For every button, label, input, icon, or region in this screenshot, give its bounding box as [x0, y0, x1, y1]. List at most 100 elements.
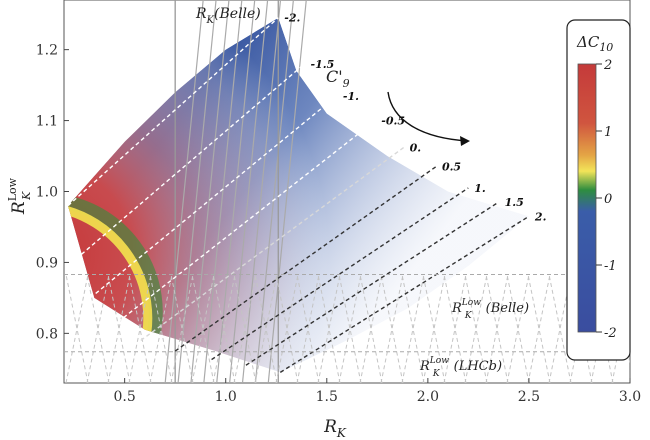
- hatch-line: [401, 274, 425, 383]
- belle-band-line: [254, 0, 294, 383]
- hatch-line: [233, 274, 257, 383]
- y-tick-label: 1.1: [36, 114, 58, 130]
- hatch-line: [464, 274, 488, 383]
- hatch-line: [170, 274, 194, 383]
- hatch-line: [107, 274, 131, 383]
- belle-rk-label: RK(Belle): [195, 6, 261, 26]
- hatch-line: [275, 274, 299, 383]
- x-axis-ticks: 0.5 1.0 1.5 2.0 2.5 3.0: [114, 378, 641, 405]
- y-axis-ticks: 0.8 0.9 1.0 1.1 1.2: [36, 43, 69, 342]
- c9-line-label: 0.: [410, 142, 422, 155]
- colorbar-tick-label: 2: [603, 58, 612, 73]
- belle-band-line: [203, 0, 243, 383]
- hatch-line: [86, 274, 110, 383]
- colorbar-ticks: 2 1 0 -1 -2: [596, 58, 617, 341]
- hatch-line: [633, 274, 650, 383]
- hatch-line: [128, 274, 152, 383]
- hatch-line: [275, 274, 299, 383]
- hatch-line: [506, 274, 530, 383]
- hatch-line: [170, 274, 194, 383]
- hatch-line: [527, 274, 551, 383]
- svg-text:RLowK: RLowK: [6, 177, 33, 215]
- c9-line: [174, 166, 437, 352]
- c9-arrow: [387, 91, 469, 142]
- hatch-line: [359, 274, 383, 383]
- x-tick-label: 3.0: [619, 389, 641, 405]
- c9-line-label: -1.5: [311, 58, 335, 71]
- c9-line: [140, 146, 405, 342]
- x-tick-label: 0.5: [114, 389, 136, 405]
- hatch-line: [128, 274, 152, 383]
- hatch-line: [65, 274, 89, 383]
- c9-line-label: -0.5: [381, 115, 405, 128]
- hatch-line: [401, 274, 425, 383]
- region-green-band: [68, 194, 163, 342]
- hatch-line: [506, 274, 530, 383]
- colorbar-tick-label: 1: [604, 125, 612, 140]
- hatch-line: [485, 274, 509, 383]
- hatch-line: [254, 274, 278, 383]
- belle-band-line: [164, 0, 204, 383]
- hatch-line: [422, 274, 446, 383]
- hatch-line: [296, 274, 320, 383]
- rlow-belle-label: RLow K (Belle): [451, 298, 529, 321]
- hatch-line: [359, 274, 383, 383]
- colorbar-tick-label: -1: [604, 259, 617, 274]
- belle-band-line: [190, 0, 230, 383]
- x-tick-label: 2.5: [518, 389, 540, 405]
- x-tick-label: 2.0: [417, 389, 439, 405]
- hatch-line: [149, 274, 173, 383]
- hatch-line: [443, 274, 467, 383]
- c9-line-label: 2.: [534, 210, 547, 223]
- hatch-line: [107, 274, 131, 383]
- y-tick-label: 0.9: [36, 255, 58, 271]
- x-tick-label: 1.5: [316, 389, 338, 405]
- y-tick-label: 1.0: [36, 185, 58, 201]
- c9-line-label: 0.5: [442, 161, 461, 174]
- c9-line-label: 1.: [474, 182, 486, 195]
- c9-line: [211, 187, 469, 361]
- belle-band-line: [216, 0, 256, 383]
- hatch-line: [191, 274, 215, 383]
- belle-band-line: [241, 0, 282, 383]
- hatch-line: [633, 274, 650, 383]
- belle-band-line: [267, 0, 307, 383]
- c9-contours: [67, 17, 530, 373]
- hatch-line: [65, 274, 89, 383]
- colorbar: ΔC10 2 1 0 -1 -2: [566, 19, 631, 361]
- hatch-line: [464, 274, 488, 383]
- hatch-line: [443, 274, 467, 383]
- c9-line: [67, 17, 279, 207]
- colorbar-box: [566, 19, 631, 361]
- c9-line: [245, 201, 499, 366]
- hatch-line: [233, 274, 257, 383]
- c9-annotation: C'9: [326, 67, 350, 90]
- hatch-line: [380, 274, 404, 383]
- hatch-line: [338, 274, 362, 383]
- hatch-line: [149, 274, 173, 383]
- hatch-line: [296, 274, 320, 383]
- hatch-line: [317, 274, 341, 383]
- rlow-lhcb-label: RLow K (LHCb): [419, 356, 502, 379]
- x-axis-title: RK: [323, 417, 347, 440]
- colorbar-tick-label: 0: [604, 192, 612, 207]
- c9-line-label: -2.: [284, 12, 300, 25]
- x-tick-label: 1.0: [215, 389, 237, 405]
- hatch-line: [191, 274, 215, 383]
- hatch-line: [548, 274, 572, 383]
- hatch-line: [317, 274, 341, 383]
- hatch-line: [422, 274, 446, 383]
- c9-line: [75, 63, 306, 260]
- hatch-line: [485, 274, 509, 383]
- colorbar-gradient: [577, 63, 597, 333]
- hatch-line: [212, 274, 236, 383]
- hatch-line: [212, 274, 236, 383]
- c9-line-label: -1.: [343, 90, 359, 103]
- c9-arrowhead: [460, 136, 470, 146]
- belle-band-line: [229, 0, 269, 383]
- belle-rk-band: [164, 0, 307, 383]
- y-tick-label: 0.8: [36, 326, 58, 342]
- hatch-line: [86, 274, 110, 383]
